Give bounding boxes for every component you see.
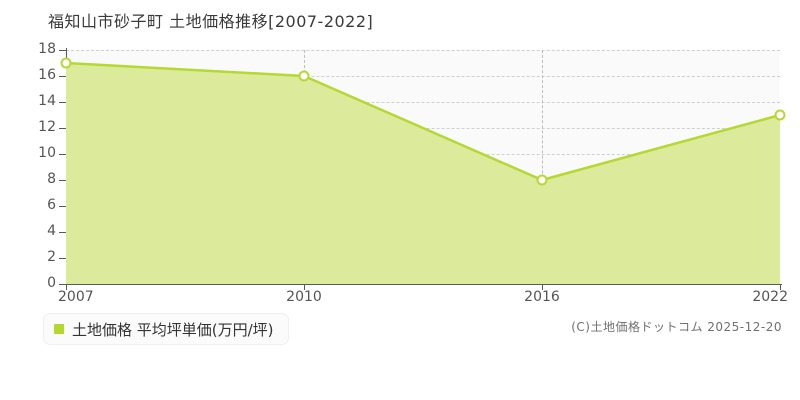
x-tick-label: 2007 — [58, 289, 94, 305]
x-tick-mark — [780, 284, 781, 290]
copyright-credit: (C)土地価格ドットコム 2025-12-20 — [571, 320, 782, 334]
y-tick-label: 12 — [38, 119, 56, 135]
x-tick-label: 2016 — [524, 289, 560, 305]
x-tick-mark — [66, 284, 67, 290]
y-axis-labels: 0 2 4 6 8 10 12 14 16 18 — [0, 0, 56, 400]
y-tick-mark — [59, 284, 66, 285]
y-tick-mark — [59, 102, 66, 103]
y-tick-mark — [59, 258, 66, 259]
y-tick-label: 10 — [38, 145, 56, 161]
chart-legend[interactable]: 土地価格 平均坪単価(万円/坪) — [44, 314, 288, 344]
y-tick-label: 16 — [38, 67, 56, 83]
legend-swatch-icon — [54, 324, 64, 334]
y-tick-mark — [59, 128, 66, 129]
y-tick-label: 14 — [38, 93, 56, 109]
y-tick-label: 4 — [47, 223, 56, 239]
y-tick-label: 18 — [38, 41, 56, 57]
x-axis-line — [64, 284, 782, 285]
y-tick-mark — [59, 76, 66, 77]
series-line — [66, 63, 780, 180]
data-point-marker[interactable] — [776, 111, 785, 120]
y-gridline — [66, 102, 780, 103]
x-tick-label: 2010 — [286, 289, 322, 305]
y-gridline — [66, 76, 780, 77]
y-gridline — [66, 50, 780, 51]
data-point-marker[interactable] — [62, 59, 71, 68]
chart-title: 福知山市砂子町 土地価格推移[2007-2022] — [48, 12, 374, 31]
x-gridline — [542, 50, 543, 284]
y-tick-label: 2 — [47, 249, 56, 265]
y-tick-mark — [59, 154, 66, 155]
x-tick-mark — [304, 284, 305, 290]
series-area-line — [66, 50, 780, 284]
y-tick-mark — [59, 50, 66, 51]
y-tick-label: 6 — [47, 197, 56, 213]
series-area-fill — [66, 63, 780, 284]
data-point-marker[interactable] — [538, 176, 547, 185]
x-tick-mark — [542, 284, 543, 290]
data-point-marker[interactable] — [300, 72, 309, 81]
y-tick-mark — [59, 206, 66, 207]
x-tick-label: 2022 — [752, 289, 788, 305]
y-tick-label: 0 — [47, 275, 56, 291]
y-tick-mark — [59, 180, 66, 181]
y-tick-label: 8 — [47, 171, 56, 187]
legend-label: 土地価格 平均坪単価(万円/坪) — [72, 320, 274, 339]
y-tick-mark — [59, 232, 66, 233]
